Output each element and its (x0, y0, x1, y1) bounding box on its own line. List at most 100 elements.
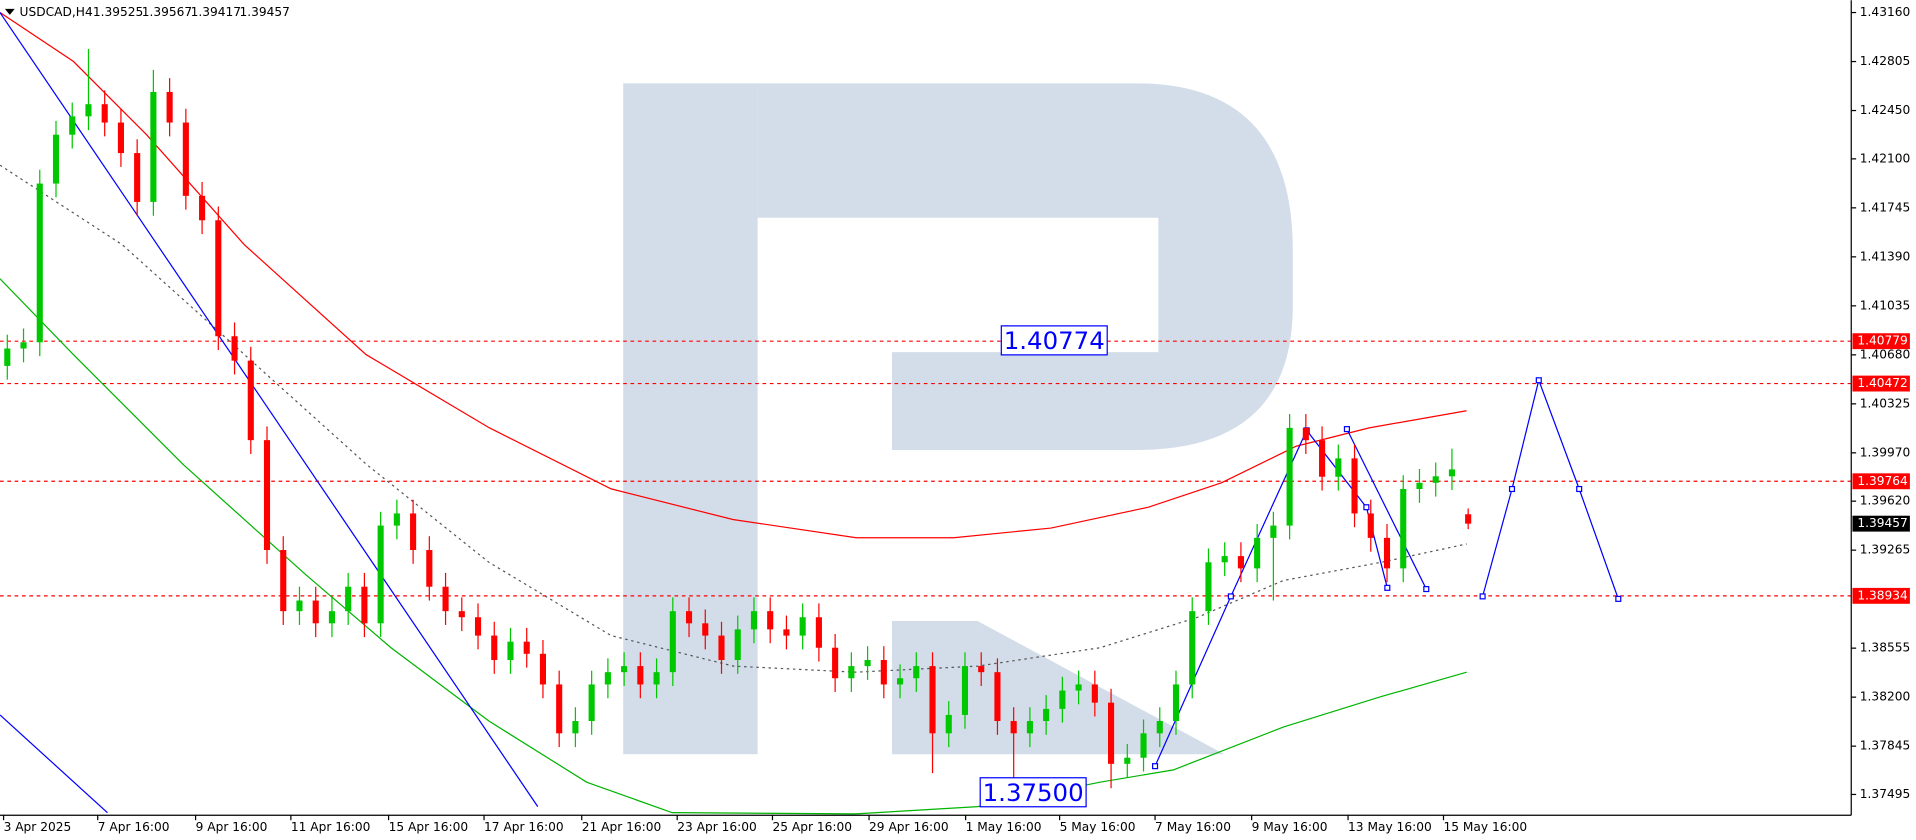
line-marker (1508, 485, 1516, 493)
candle-body (361, 586, 368, 624)
line-marker (1343, 426, 1350, 433)
x-tick-label: 1 May 16:00 (966, 820, 1042, 834)
x-tick-label: 9 May 16:00 (1252, 820, 1328, 834)
overlay-line (0, 12, 539, 807)
y-tick-label: 1.40680 (1860, 347, 1910, 361)
x-tick-label: 25 Apr 16:00 (772, 820, 852, 834)
candle-body (621, 666, 628, 673)
overlay-line (0, 714, 108, 814)
candle-body (134, 153, 141, 202)
y-tick-label: 1.39265 (1860, 543, 1910, 557)
annotation-box (979, 777, 1087, 808)
candle-body (4, 348, 11, 366)
candle-body (880, 660, 887, 685)
candle-body (1189, 611, 1196, 685)
y-tick-label: 1.42805 (1860, 54, 1910, 68)
y-tick-label: 1.41035 (1860, 298, 1910, 312)
y-tick-label: 1.42100 (1860, 151, 1910, 165)
candle-body (1108, 702, 1115, 764)
candle-body (166, 91, 173, 123)
overlay-line (0, 12, 1467, 539)
candle-body (1465, 514, 1472, 524)
watermark-logo (623, 83, 1293, 755)
level-label-bg (1852, 473, 1910, 490)
y-tick-label: 1.38200 (1860, 690, 1910, 704)
candle-body (929, 666, 936, 734)
level-label-bg (1852, 587, 1910, 604)
candle-body (491, 635, 498, 661)
candle-body (669, 611, 676, 673)
candle-body (1416, 482, 1423, 490)
candle-body (1286, 427, 1293, 526)
high-price: 1.39567 (142, 5, 192, 19)
x-tick-label: 23 Apr 16:00 (677, 820, 757, 834)
overlay-line (0, 278, 1467, 815)
x-tick-label: 21 Apr 16:00 (582, 820, 662, 834)
level-label: 1.39764 (1857, 474, 1908, 488)
y-tick-label: 1.39620 (1860, 494, 1910, 508)
candle-body (556, 684, 563, 734)
candle-body (231, 336, 238, 361)
candle-body (864, 660, 871, 667)
x-tick-label: 15 May 16:00 (1443, 820, 1527, 834)
symbol: USDCAD,H4 (20, 5, 93, 19)
candle-body (945, 714, 952, 734)
candle-body (150, 91, 157, 202)
line-marker (1152, 763, 1159, 770)
candle-body (1075, 684, 1082, 691)
candle-body (799, 617, 806, 636)
y-tick-label: 1.41390 (1860, 249, 1910, 263)
annotation: 1.40774 (1004, 326, 1105, 355)
candle-body (474, 617, 482, 636)
candle-body (1221, 556, 1228, 563)
level-label-bg (1852, 375, 1910, 392)
candle-body (718, 635, 725, 661)
candle-body (410, 513, 417, 551)
x-tick-label: 5 May 16:00 (1060, 820, 1136, 834)
candle-body (328, 611, 335, 624)
open-price: 1.39525 (93, 5, 143, 19)
x-tick-label: 3 Apr 2025 (4, 820, 72, 834)
candle-body (1448, 469, 1455, 477)
candle-body (783, 629, 790, 636)
line-marker (1576, 485, 1583, 493)
x-tick-label: 11 Apr 16:00 (291, 820, 371, 834)
line-marker (1227, 593, 1234, 600)
candle-body (345, 586, 352, 612)
candle-body (637, 666, 644, 685)
x-tick-label: 7 Apr 16:00 (98, 820, 170, 834)
y-tick-label: 1.43160 (1860, 5, 1910, 19)
x-tick-label: 17 Apr 16:00 (484, 820, 564, 834)
y-tick-label: 1.38555 (1860, 641, 1910, 655)
line-marker (1535, 377, 1542, 384)
menu-icon (4, 8, 15, 15)
line-marker (1384, 584, 1391, 591)
candle-body (117, 122, 124, 154)
candle-body (296, 600, 303, 612)
candle-body (750, 611, 758, 630)
candle-body (377, 525, 384, 624)
candle-body (1156, 721, 1163, 734)
candle-body (1254, 537, 1261, 569)
x-tick-label: 15 Apr 16:00 (389, 820, 469, 834)
candle-body (69, 116, 76, 135)
x-tick-label: 13 May 16:00 (1348, 820, 1432, 834)
candle-body (101, 104, 108, 123)
candle-body (247, 360, 254, 441)
candle-body (913, 666, 920, 679)
candle-body (182, 122, 189, 196)
line-marker (1423, 586, 1430, 593)
candle-body (1205, 562, 1212, 612)
header: USDCAD,H4 1.39525 1.39567 1.39417 1.3945… (4, 5, 290, 19)
candle-body (1124, 757, 1131, 764)
overlay-line (1346, 428, 1427, 590)
candle-body (539, 653, 547, 685)
candle-body (1351, 458, 1358, 514)
candle-body (1043, 708, 1050, 722)
candle-body (1383, 537, 1391, 569)
candle-body (523, 641, 530, 654)
candle-body (1367, 513, 1374, 538)
close-price: 1.39457 (240, 5, 290, 19)
line-marker (1363, 504, 1370, 511)
candle-body (1091, 684, 1098, 703)
